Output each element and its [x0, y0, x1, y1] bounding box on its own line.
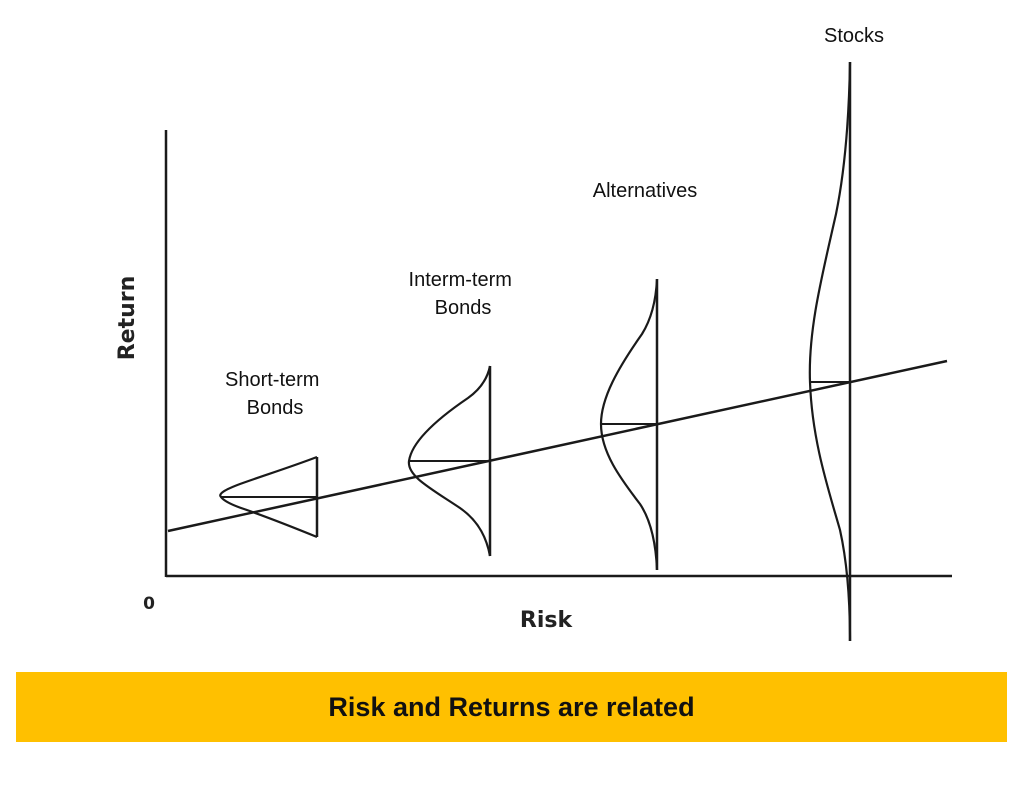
y-axis-label: Return [115, 276, 140, 361]
interm-term-bonds-label: Interm-term Bonds [409, 269, 518, 319]
risk-return-diagram: Return Risk 0 Short-term Bonds Interm-te… [115, 25, 952, 642]
origin-label: 0 [143, 594, 155, 614]
short-term-bonds-distribution [219, 455, 319, 539]
risk-return-trend-line [167, 359, 948, 533]
alternatives-distribution [599, 278, 659, 571]
x-axis-label: Risk [520, 608, 574, 633]
alternatives-label: Alternatives [593, 180, 698, 202]
stocks-distribution [808, 61, 852, 642]
interm-term-bonds-distribution [407, 365, 492, 557]
caption-text: Risk and Returns are related [328, 691, 695, 722]
caption-banner: Risk and Returns are related [16, 672, 1007, 742]
short-term-bonds-label: Short-term Bonds [225, 369, 325, 419]
stocks-label: Stocks [824, 25, 884, 47]
